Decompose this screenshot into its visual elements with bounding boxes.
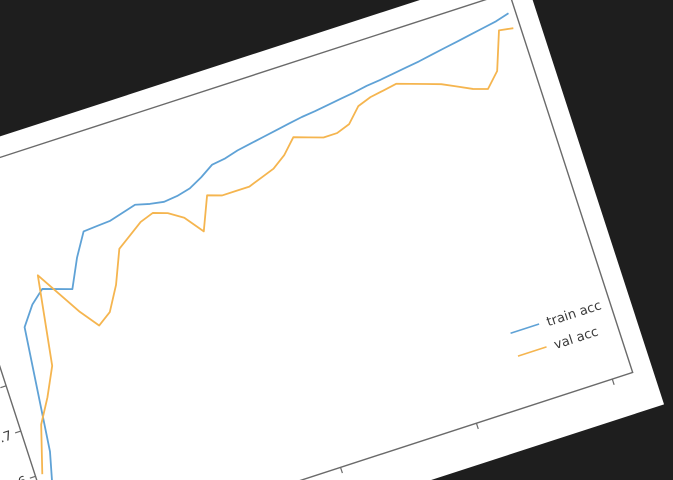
chart-svg: 0.50.60.7.8 train acc val acc [0,0,673,480]
figure-background [0,0,664,480]
